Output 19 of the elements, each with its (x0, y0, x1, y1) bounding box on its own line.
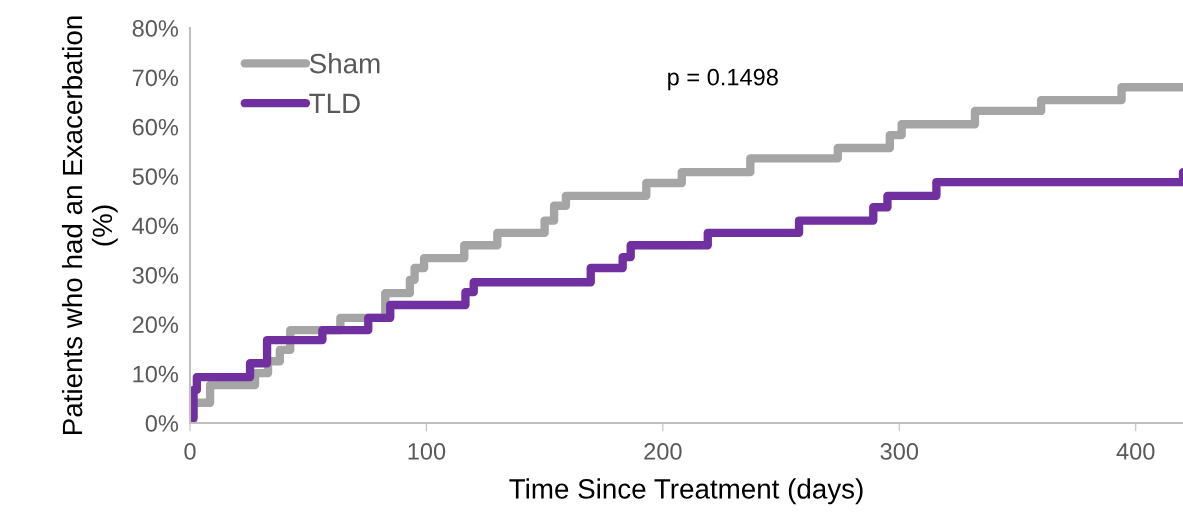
y-tick-label: 60% (132, 118, 179, 136)
y-tick-label: 0% (145, 415, 179, 432)
y-tick-label: 10% (133, 365, 179, 383)
y-tick-label: 40% (132, 217, 179, 235)
legend-label: Sham (309, 53, 380, 74)
x-tick-label: 400 (1116, 443, 1155, 460)
x-axis-title: Time Since Treatment (days) (509, 478, 863, 505)
y-axis-title: Patients who had an Exacerbation (%) (61, 16, 118, 434)
y-tick-label: 80% (132, 20, 179, 37)
x-tick-label: 100 (408, 443, 446, 460)
annotation: p = 0.1498 (668, 68, 778, 91)
x-tick-label: 200 (644, 443, 682, 460)
x-tick-label: 300 (880, 443, 919, 460)
y-tick-label: 20% (132, 316, 179, 334)
y-tick-label: 30% (132, 266, 179, 284)
y-tick-label: 70% (132, 69, 179, 87)
x-tick-label: 0 (184, 443, 196, 460)
y-tick-label: 50% (132, 168, 179, 185)
legend-label: TLD (309, 93, 360, 113)
